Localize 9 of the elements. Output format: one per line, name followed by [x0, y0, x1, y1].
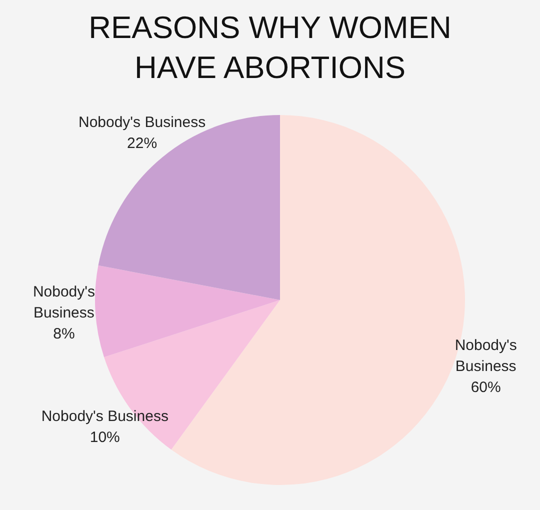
data-label: 8%	[53, 326, 75, 343]
data-label: 22%	[127, 134, 158, 152]
slice-label: Nobody's Business	[78, 114, 206, 131]
slice-label: Nobody's Business	[32, 284, 96, 322]
slice-label: Nobody's Business	[454, 337, 517, 376]
data-label: 60%	[470, 379, 501, 396]
chart-title: REASONS WHY WOMEN HAVE ABORTIONS	[88, 9, 452, 87]
slice-label: Nobody's Business	[41, 408, 168, 425]
data-label: 10%	[90, 428, 120, 446]
